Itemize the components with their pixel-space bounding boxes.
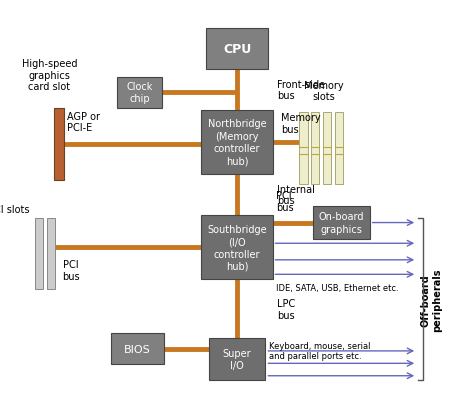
Text: Southbridge
(I/O
controller
hub): Southbridge (I/O controller hub) (207, 224, 267, 271)
Text: Northbridge
(Memory
controller
hub): Northbridge (Memory controller hub) (208, 119, 266, 166)
Text: Front-side
bus: Front-side bus (277, 80, 326, 101)
FancyBboxPatch shape (201, 110, 273, 174)
Text: Memory
slots: Memory slots (304, 81, 344, 102)
Text: High-speed
graphics
card slot: High-speed graphics card slot (21, 59, 77, 92)
Text: Clock
chip: Clock chip (127, 82, 153, 104)
Bar (335, 113, 343, 185)
FancyBboxPatch shape (206, 29, 268, 70)
Bar (311, 113, 319, 185)
Text: PCI
bus: PCI bus (63, 260, 80, 281)
Text: IDE, SATA, USB, Ethernet etc.: IDE, SATA, USB, Ethernet etc. (276, 284, 399, 293)
FancyBboxPatch shape (313, 206, 370, 240)
Bar (47, 219, 55, 289)
Text: Memory
bus: Memory bus (281, 113, 321, 135)
Text: BIOS: BIOS (124, 344, 151, 354)
FancyBboxPatch shape (209, 339, 265, 380)
Text: Internal
bus: Internal bus (277, 184, 315, 206)
FancyBboxPatch shape (111, 334, 164, 365)
Text: Keyboard, mouse, serial
and parallel ports etc.: Keyboard, mouse, serial and parallel por… (269, 341, 371, 360)
FancyBboxPatch shape (117, 78, 162, 108)
Text: CPU: CPU (223, 43, 251, 56)
FancyBboxPatch shape (201, 216, 273, 280)
Text: Super
I/O: Super I/O (223, 348, 251, 370)
Text: PCI slots: PCI slots (0, 205, 30, 215)
Text: Off-board
peripherals: Off-board peripherals (420, 268, 442, 331)
Text: PCI
bus: PCI bus (276, 191, 294, 212)
Text: AGP or
PCI-E: AGP or PCI-E (67, 112, 100, 133)
Bar (35, 219, 43, 289)
Bar (323, 113, 331, 185)
Text: On-board
graphics: On-board graphics (319, 212, 364, 234)
Text: LPC
bus: LPC bus (277, 299, 296, 320)
Bar (54, 108, 64, 181)
Bar (299, 113, 308, 185)
